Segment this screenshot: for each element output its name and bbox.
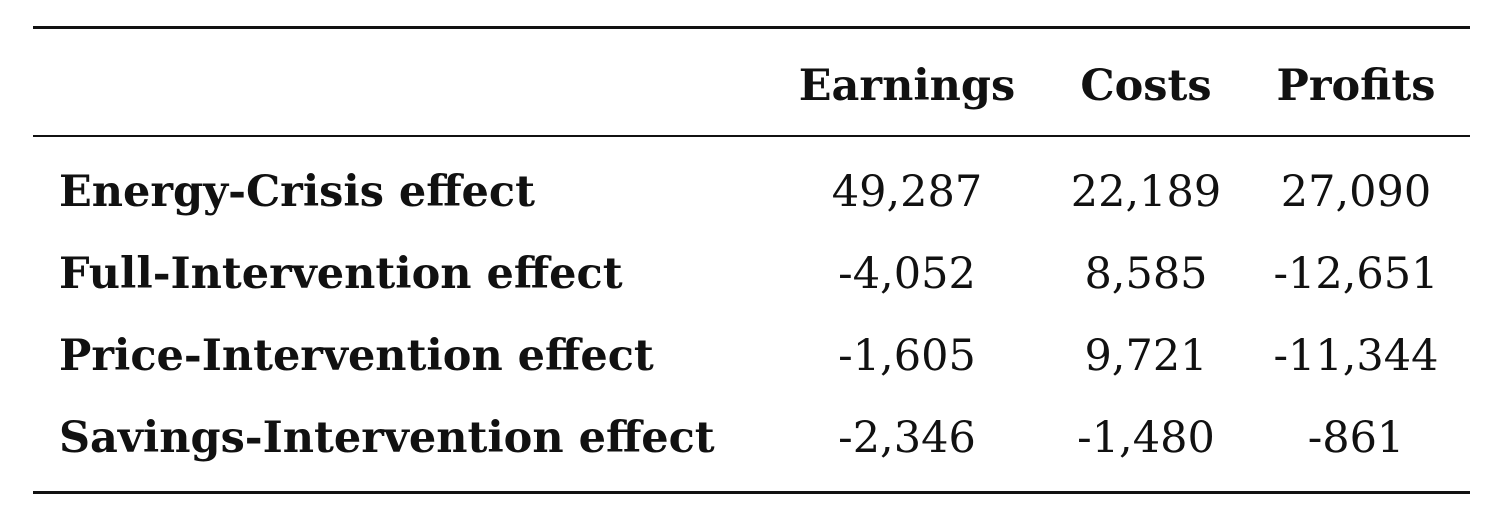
bottom-rule	[33, 491, 1470, 494]
cell-savings-intervention-earnings: -2,346	[838, 413, 976, 463]
row-label-price-intervention: Price-Intervention effect	[59, 331, 654, 381]
cell-savings-intervention-profits: -861	[1307, 413, 1405, 463]
row-label-savings-intervention: Savings-Intervention effect	[59, 413, 715, 463]
cell-savings-intervention-costs: -1,480	[1077, 413, 1215, 463]
cell-price-intervention-earnings: -1,605	[838, 331, 976, 381]
header-rule	[33, 135, 1470, 137]
cell-price-intervention-profits: -11,344	[1273, 331, 1439, 381]
row-label-full-intervention: Full-Intervention effect	[59, 249, 623, 299]
cell-full-intervention-earnings: -4,052	[838, 249, 976, 299]
header-costs: Costs	[1080, 61, 1212, 111]
cell-full-intervention-profits: -12,651	[1273, 249, 1439, 299]
header-earnings: Earnings	[798, 61, 1016, 111]
cell-energy-crisis-profits: 27,090	[1280, 167, 1432, 217]
cell-energy-crisis-earnings: 49,287	[831, 167, 983, 217]
cell-energy-crisis-costs: 22,189	[1070, 167, 1222, 217]
row-label-energy-crisis: Energy-Crisis effect	[59, 167, 535, 217]
cell-price-intervention-costs: 9,721	[1084, 331, 1208, 381]
top-rule	[33, 26, 1470, 29]
cell-full-intervention-costs: 8,585	[1084, 249, 1208, 299]
header-profits: Profits	[1276, 61, 1436, 111]
